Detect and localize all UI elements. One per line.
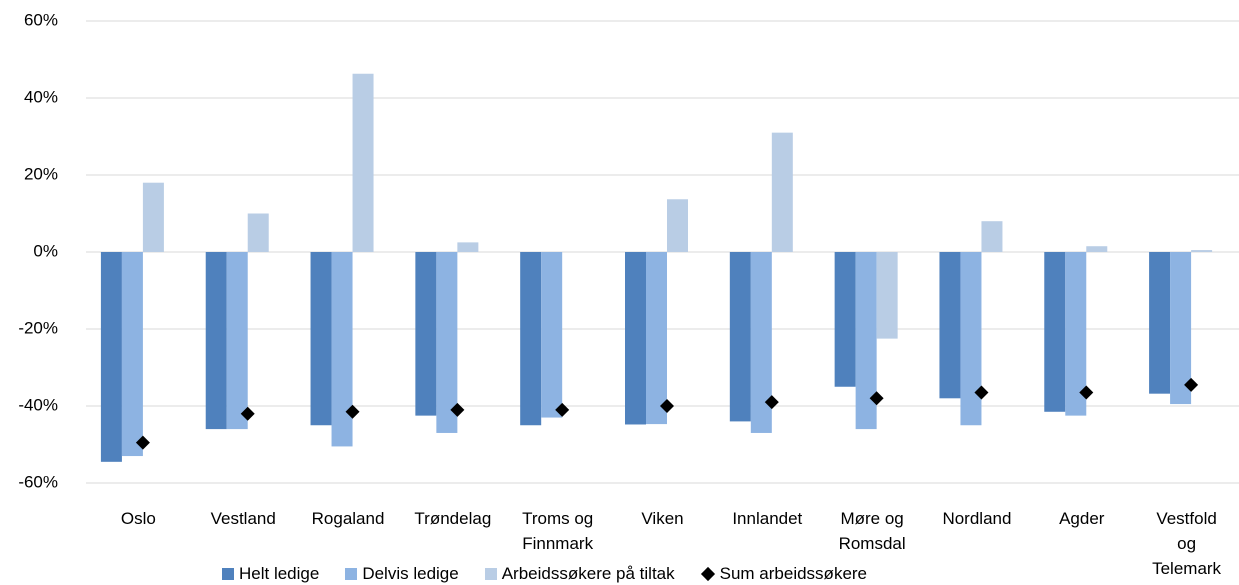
x-tick-label: Oslo: [120, 509, 156, 528]
y-tick-label: -60%: [18, 472, 58, 491]
bar: [310, 252, 332, 426]
diamond-marker: [1079, 385, 1094, 400]
x-tick-label: Vestland: [210, 509, 276, 528]
legend-label: Arbeidssøkere på tiltak: [501, 564, 675, 583]
bar: [981, 221, 1003, 252]
x-tick-label: Agder: [1059, 509, 1105, 528]
bar: [625, 252, 646, 425]
diamond-marker: [869, 391, 884, 406]
legend-item: Helt ledige: [222, 563, 319, 585]
bar: [939, 252, 961, 399]
y-tick-label: -40%: [18, 395, 58, 414]
bar: [1044, 252, 1066, 412]
legend-item: Arbeidssøkere på tiltak: [484, 563, 675, 585]
diamond-marker: [974, 385, 989, 400]
bar: [352, 73, 374, 253]
bar: [960, 252, 982, 426]
bar: [750, 252, 772, 433]
bar: [771, 132, 793, 252]
bar: [1149, 252, 1171, 394]
legend-label: Sum arbeidssøkere: [719, 564, 868, 583]
bar: [457, 242, 479, 252]
legend-item: Sum arbeidssøkere: [700, 563, 868, 585]
bar: [226, 252, 248, 430]
bar: [1065, 252, 1087, 416]
diamond-marker: [764, 395, 779, 410]
legend: Helt ledige Delvis ledige Arbeidssøkere på…: [222, 563, 867, 585]
legend-label: Helt ledige: [239, 564, 320, 583]
bar: [1170, 252, 1192, 405]
y-tick-label: 0%: [33, 241, 58, 260]
legend-swatch: [222, 568, 234, 580]
bar: [100, 252, 122, 462]
bar: [142, 182, 164, 252]
legend-swatch: [484, 568, 497, 580]
x-tick-label: Trøndelag: [414, 509, 492, 528]
bar: [436, 252, 458, 433]
diamond-marker: [660, 399, 674, 413]
bar: [121, 252, 143, 457]
legend-item: Delvis ledige: [345, 563, 459, 585]
bar: [520, 252, 542, 426]
x-tick-label: Vestfold og Telemark: [1152, 509, 1222, 578]
bar: [331, 252, 353, 447]
x-tick-label: Innlandet: [732, 509, 803, 528]
bar: [855, 252, 877, 430]
diamond-marker: [345, 404, 360, 419]
legend-label: Delvis ledige: [362, 564, 459, 583]
x-tick-label: Viken: [641, 509, 684, 528]
bar: [876, 252, 898, 339]
diamond-marker: [135, 435, 150, 450]
bar: [1086, 246, 1108, 252]
x-tick-label: Møre og Romsdal: [838, 509, 906, 553]
diamond-marker: [1184, 377, 1199, 392]
bar: [729, 252, 751, 422]
x-tick-label: Rogaland: [311, 509, 385, 528]
bar: [646, 252, 667, 425]
bar: [415, 252, 437, 416]
diamond-marker: [240, 406, 255, 421]
x-tick-label: Nordland: [942, 509, 1012, 528]
bar: [1191, 250, 1213, 252]
y-tick-label: 60%: [24, 10, 58, 29]
legend-swatch: [345, 568, 358, 580]
bar: [667, 199, 688, 252]
y-tick-label: 20%: [24, 164, 58, 183]
bar: [541, 252, 563, 418]
y-tick-label: 40%: [24, 87, 58, 106]
bar: [834, 252, 856, 387]
bar: [205, 252, 227, 430]
x-tick-label: Troms og Finnmark: [522, 509, 594, 553]
diamond-marker: [450, 402, 465, 417]
bar: [247, 213, 269, 252]
diamond-marker: [555, 402, 570, 417]
y-tick-label: -20%: [18, 318, 58, 337]
legend-swatch: [700, 566, 715, 582]
